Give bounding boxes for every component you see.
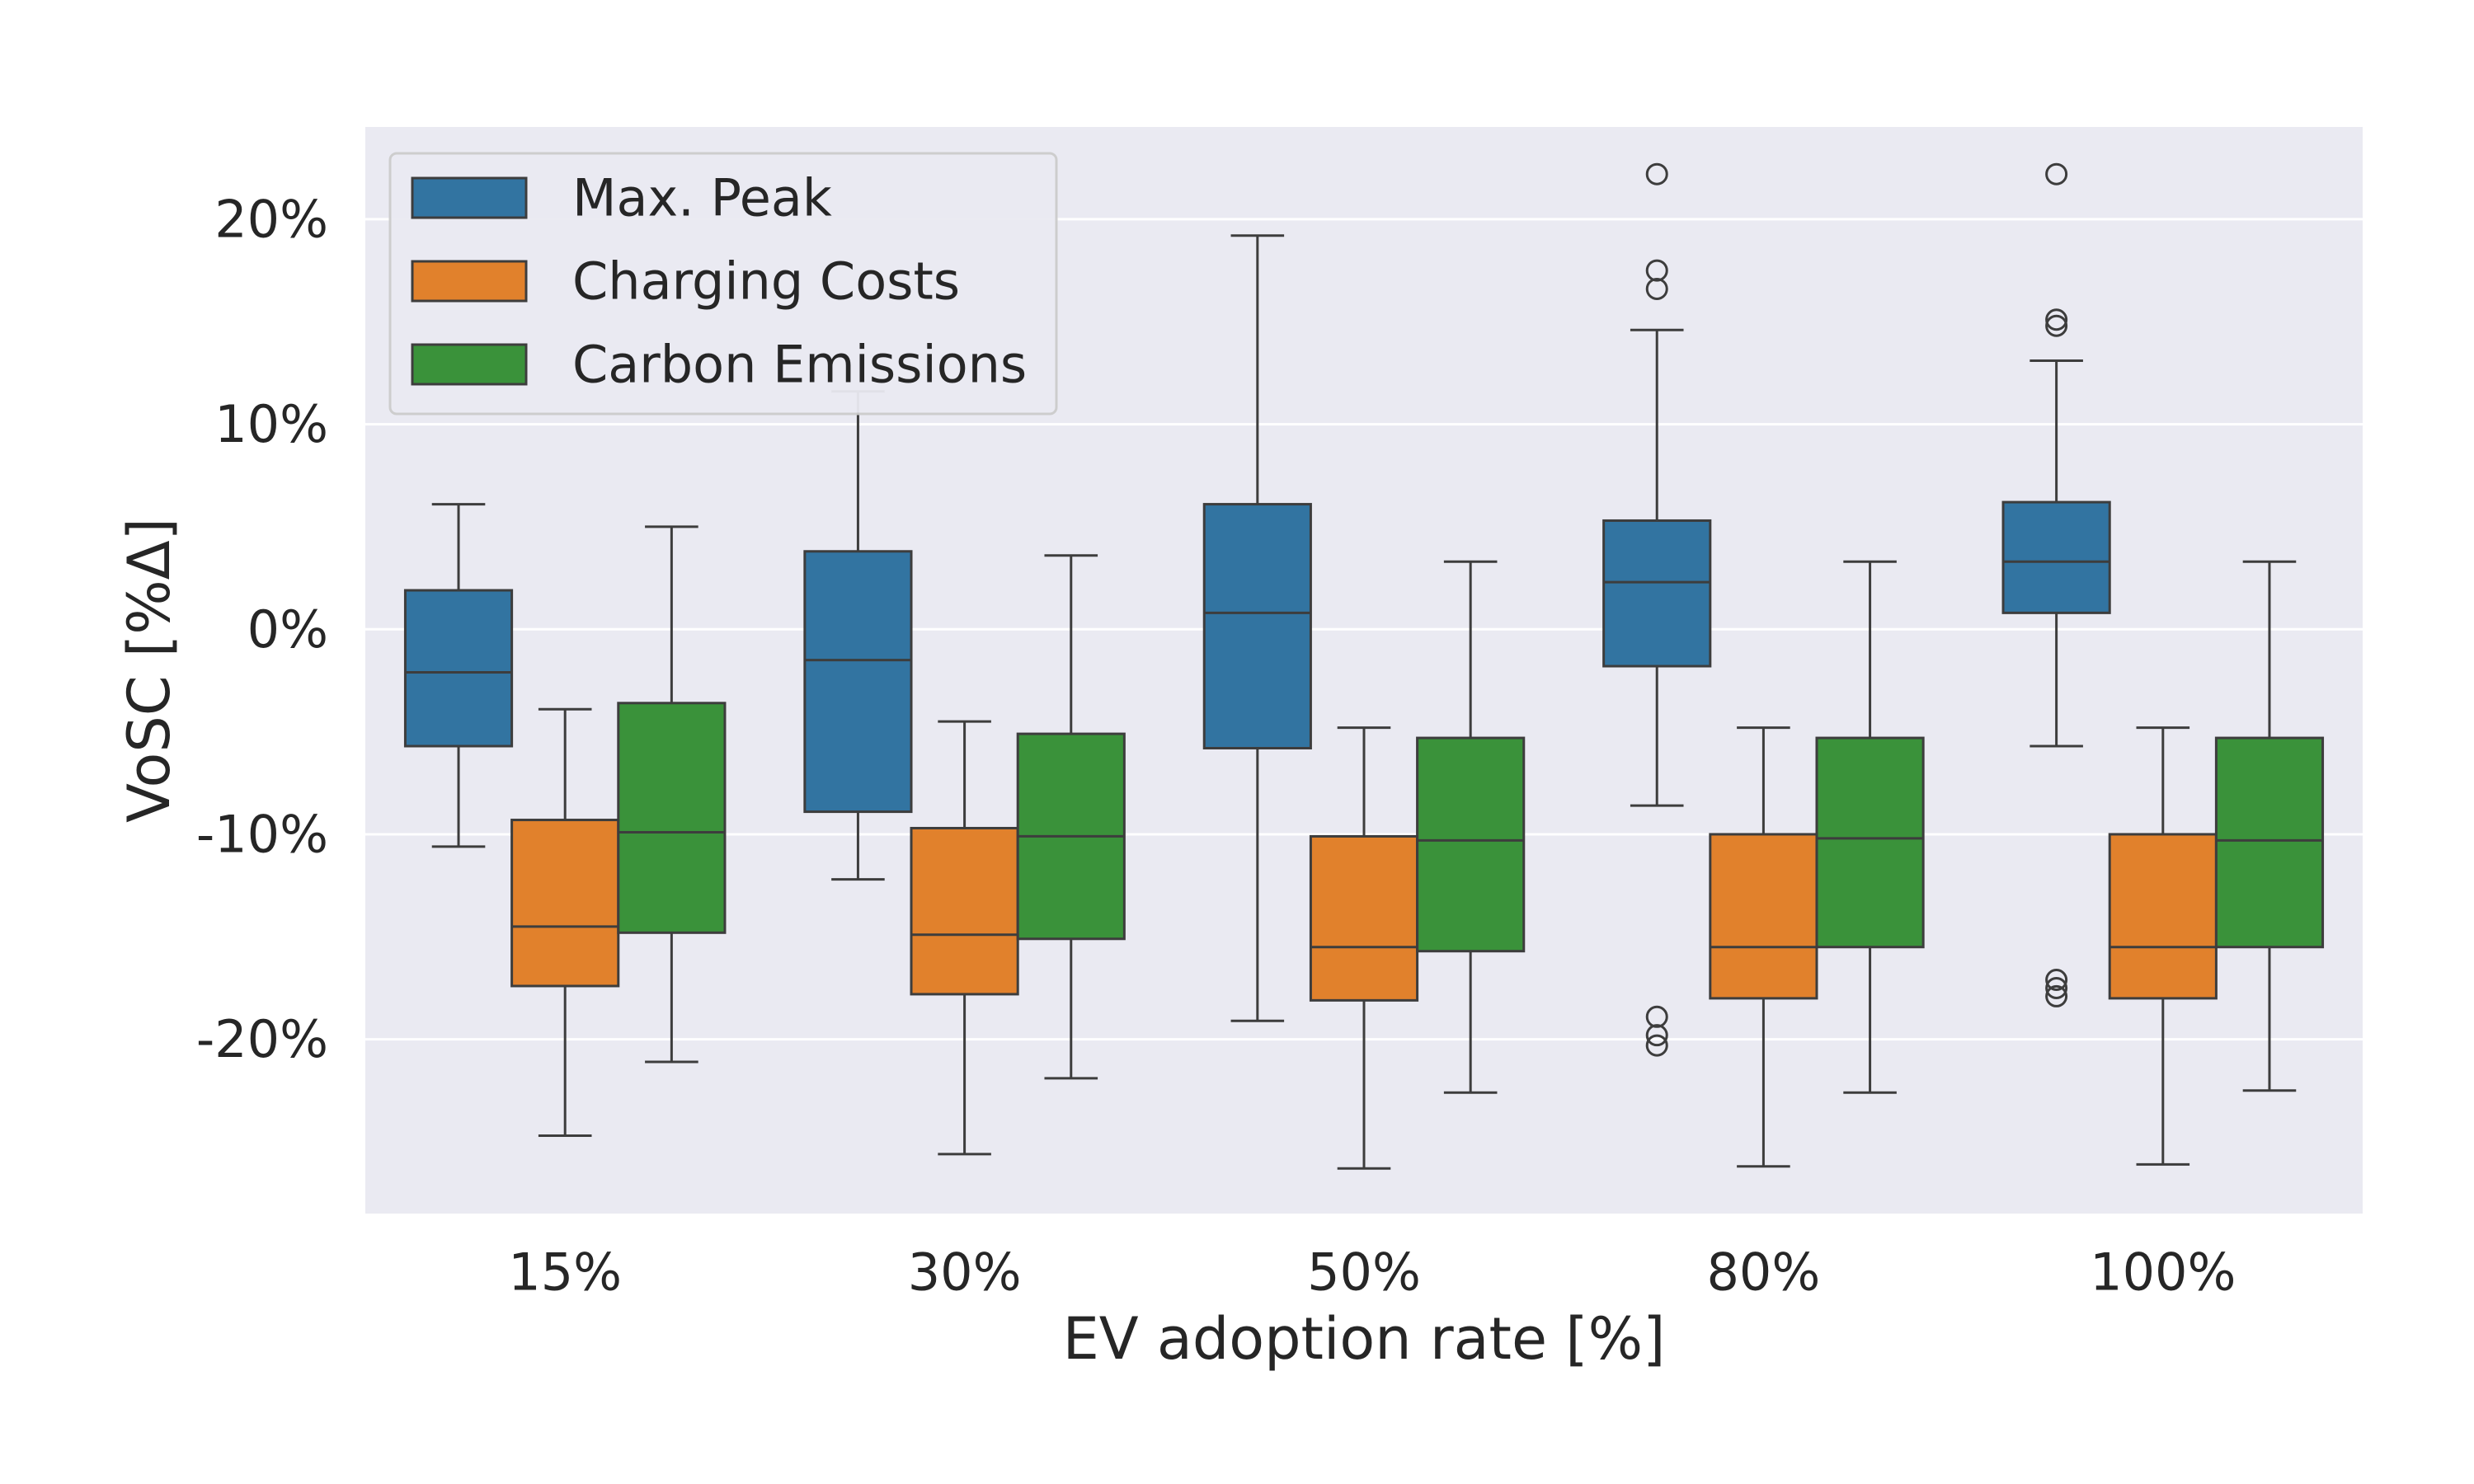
box-charging-costs [510, 707, 620, 1138]
x-tick-label: 50% [1307, 1242, 1421, 1303]
box-iqr [2001, 500, 2111, 614]
outlier-point [2045, 162, 2068, 186]
box-iqr [1416, 736, 1526, 953]
box-carbon-emissions [1815, 560, 1925, 1094]
box-charging-costs [910, 720, 1019, 1156]
outlier-point [1645, 259, 1668, 282]
outlier-point [2045, 969, 2068, 992]
box-charging-costs [1309, 726, 1419, 1170]
outlier-point [1645, 1034, 1668, 1057]
outlier-point [2045, 314, 2068, 337]
x-tick-label: 15% [508, 1242, 622, 1303]
x-axis-label: EV adoption rate [%] [1063, 1305, 1666, 1373]
outlier-point [1645, 1024, 1668, 1047]
box-iqr [1202, 503, 1312, 749]
outlier-point [2045, 308, 2068, 331]
box-max-peak [1202, 234, 1312, 1022]
y-tick-label: -10% [196, 804, 328, 864]
box-iqr [617, 702, 727, 934]
y-ticks: 20% 10% 0% -10% -20% [196, 189, 328, 1069]
legend-label: Carbon Emissions [572, 335, 1027, 395]
box-iqr [910, 826, 1019, 996]
legend-label: Max. Peak [572, 168, 832, 228]
y-tick-label: -20% [196, 1009, 328, 1069]
y-tick-label: 20% [214, 189, 328, 249]
outlier-point [1645, 277, 1668, 300]
box-iqr [403, 589, 514, 748]
legend-frame [388, 152, 1058, 416]
x-tick-label: 80% [1706, 1242, 1820, 1303]
box-iqr [2214, 736, 2325, 949]
legend: Max. Peak Charging Costs Carbon Emissions [388, 152, 1058, 416]
box-iqr [1709, 833, 1818, 1000]
box-charging-costs [1709, 726, 1818, 1168]
box-max-peak [2001, 162, 2111, 1007]
box-iqr [1602, 519, 1712, 668]
y-tick-label: 0% [247, 599, 328, 660]
box-max-peak [1602, 162, 1712, 1057]
outlier-point [1645, 162, 1668, 186]
legend-swatch [411, 176, 528, 219]
box-carbon-emissions [617, 525, 727, 1064]
box-iqr [803, 550, 913, 814]
outlier-point [2045, 984, 2068, 1007]
outlier-point [1645, 1005, 1668, 1028]
legend-swatch [411, 343, 528, 386]
y-axis-label: VoSC [%Δ] [115, 518, 183, 823]
y-tick-label: 10% [214, 394, 328, 454]
legend-swatch [411, 260, 528, 303]
x-ticks: 15% 30% 50% 80% 100% [508, 1242, 2236, 1303]
box-carbon-emissions [2214, 560, 2325, 1092]
x-tick-label: 30% [908, 1242, 1022, 1303]
outlier-point [2045, 976, 2068, 999]
legend-label: Charging Costs [572, 251, 960, 312]
box-iqr [510, 819, 620, 988]
box-charging-costs [2108, 726, 2218, 1166]
box-carbon-emissions [1416, 560, 1526, 1094]
box-carbon-emissions [1016, 554, 1126, 1080]
box-iqr [2108, 833, 2218, 1000]
box-iqr [1815, 736, 1925, 949]
box-iqr [1309, 834, 1419, 1002]
box-max-peak [403, 503, 514, 848]
x-tick-label: 100% [2090, 1242, 2236, 1303]
boxes [403, 162, 2325, 1170]
